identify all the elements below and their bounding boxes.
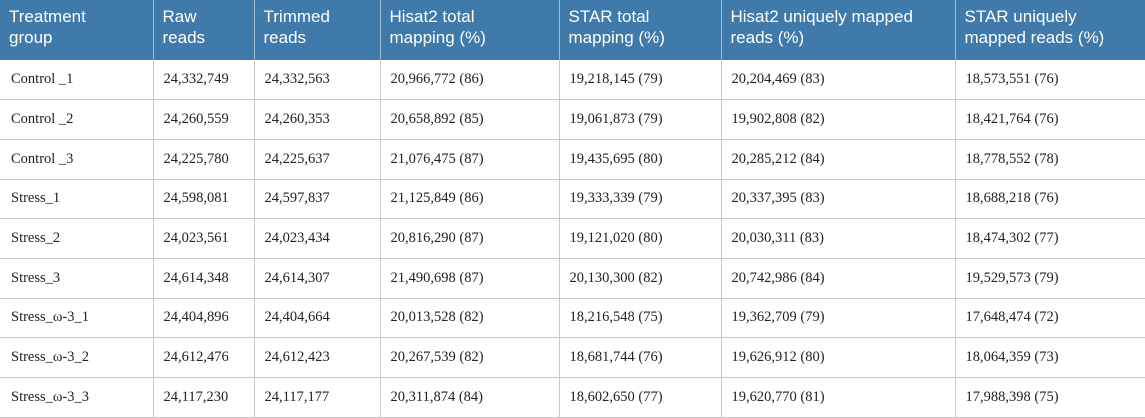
raw-reads-cell: 24,225,780	[153, 139, 255, 180]
table-row: Control _2 24,260,559 24,260,353 20,658,892…	[0, 99, 1145, 140]
hisat2-uniquely-mapped-cell: 19,626,912 (80)	[721, 337, 956, 378]
header-star-uniquely-mapped: STAR uniquely mapped reads (%)	[955, 0, 1145, 60]
star-total-mapping-cell: 18,216,548 (75)	[559, 298, 722, 339]
star-uniquely-mapped-cell: 18,573,551 (76)	[955, 60, 1145, 101]
star-total-mapping-cell: 19,121,020 (80)	[559, 218, 722, 259]
table-row: Control _3 24,225,780 24,225,637 21,076,475…	[0, 139, 1145, 180]
treatment-group-cell: Stress_ω-3_3	[0, 377, 154, 418]
table-row: Stress_3 24,614,348 24,614,307 21,490,698 (…	[0, 258, 1145, 299]
raw-reads-cell: 24,614,348	[153, 258, 255, 299]
hisat2-total-mapping-cell: 20,311,874 (84)	[380, 377, 560, 418]
star-total-mapping-cell: 18,602,650 (77)	[559, 377, 722, 418]
hisat2-uniquely-mapped-cell: 19,362,709 (79)	[721, 298, 956, 339]
table-row: Control _1 24,332,749 24,332,563 20,966,772…	[0, 60, 1145, 101]
star-total-mapping-cell: 20,130,300 (82)	[559, 258, 722, 299]
star-uniquely-mapped-cell: 18,474,302 (77)	[955, 218, 1145, 259]
hisat2-total-mapping-cell: 21,076,475 (87)	[380, 139, 560, 180]
hisat2-total-mapping-cell: 20,816,290 (87)	[380, 218, 560, 259]
star-uniquely-mapped-cell: 18,421,764 (76)	[955, 99, 1145, 140]
header-raw-reads: Raw reads	[153, 0, 255, 60]
table-row: Stress_2 24,023,561 24,023,434 20,816,290 (…	[0, 218, 1145, 259]
table-body: Control _1 24,332,749 24,332,563 20,966,772…	[0, 60, 1145, 418]
treatment-group-cell: Stress_ω-3_2	[0, 337, 154, 378]
raw-reads-cell: 24,598,081	[153, 179, 255, 220]
trimmed-reads-cell: 24,260,353	[254, 99, 381, 140]
hisat2-total-mapping-cell: 20,013,528 (82)	[380, 298, 560, 339]
trimmed-reads-cell: 24,332,563	[254, 60, 381, 101]
raw-reads-cell: 24,404,896	[153, 298, 255, 339]
raw-reads-cell: 24,332,749	[153, 60, 255, 101]
trimmed-reads-cell: 24,404,664	[254, 298, 381, 339]
hisat2-uniquely-mapped-cell: 20,030,311 (83)	[721, 218, 956, 259]
header-hisat2-total-mapping: Hisat2 total mapping (%)	[380, 0, 560, 60]
table-row: Stress_1 24,598,081 24,597,837 21,125,849 (…	[0, 179, 1145, 220]
trimmed-reads-cell: 24,612,423	[254, 337, 381, 378]
table-row: Stress_ω-3_2 24,612,476 24,612,423 20,267,5…	[0, 337, 1145, 378]
star-uniquely-mapped-cell: 18,064,359 (73)	[955, 337, 1145, 378]
hisat2-uniquely-mapped-cell: 19,620,770 (81)	[721, 377, 956, 418]
treatment-group-cell: Stress_3	[0, 258, 154, 299]
header-star-total-mapping: STAR total mapping (%)	[559, 0, 722, 60]
table-row: Stress_ω-3_1 24,404,896 24,404,664 20,013,5…	[0, 298, 1145, 339]
hisat2-uniquely-mapped-cell: 19,902,808 (82)	[721, 99, 956, 140]
hisat2-uniquely-mapped-cell: 20,204,469 (83)	[721, 60, 956, 101]
hisat2-uniquely-mapped-cell: 20,337,395 (83)	[721, 179, 956, 220]
star-total-mapping-cell: 18,681,744 (76)	[559, 337, 722, 378]
trimmed-reads-cell: 24,225,637	[254, 139, 381, 180]
raw-reads-cell: 24,117,230	[153, 377, 255, 418]
treatment-group-cell: Control _1	[0, 60, 154, 101]
star-total-mapping-cell: 19,061,873 (79)	[559, 99, 722, 140]
star-uniquely-mapped-cell: 17,648,474 (72)	[955, 298, 1145, 339]
header-row: Treatment group Raw reads Trimmed reads …	[0, 0, 1145, 60]
hisat2-total-mapping-cell: 20,966,772 (86)	[380, 60, 560, 101]
raw-reads-cell: 24,023,561	[153, 218, 255, 259]
star-uniquely-mapped-cell: 18,778,552 (78)	[955, 139, 1145, 180]
header-treatment-group: Treatment group	[0, 0, 154, 60]
star-total-mapping-cell: 19,333,339 (79)	[559, 179, 722, 220]
header-hisat2-uniquely-mapped: Hisat2 uniquely mapped reads (%)	[721, 0, 956, 60]
star-uniquely-mapped-cell: 19,529,573 (79)	[955, 258, 1145, 299]
raw-reads-cell: 24,260,559	[153, 99, 255, 140]
star-total-mapping-cell: 19,435,695 (80)	[559, 139, 722, 180]
hisat2-total-mapping-cell: 20,658,892 (85)	[380, 99, 560, 140]
hisat2-total-mapping-cell: 21,125,849 (86)	[380, 179, 560, 220]
hisat2-total-mapping-cell: 21,490,698 (87)	[380, 258, 560, 299]
header-trimmed-reads: Trimmed reads	[254, 0, 381, 60]
hisat2-total-mapping-cell: 20,267,539 (82)	[380, 337, 560, 378]
star-total-mapping-cell: 19,218,145 (79)	[559, 60, 722, 101]
table-row: Stress_ω-3_3 24,117,230 24,117,177 20,311,8…	[0, 377, 1145, 418]
treatment-group-cell: Stress_2	[0, 218, 154, 259]
trimmed-reads-cell: 24,117,177	[254, 377, 381, 418]
star-uniquely-mapped-cell: 18,688,218 (76)	[955, 179, 1145, 220]
treatment-group-cell: Stress_ω-3_1	[0, 298, 154, 339]
treatment-group-cell: Control _2	[0, 99, 154, 140]
star-uniquely-mapped-cell: 17,988,398 (75)	[955, 377, 1145, 418]
treatment-group-cell: Control _3	[0, 139, 154, 180]
trimmed-reads-cell: 24,597,837	[254, 179, 381, 220]
hisat2-uniquely-mapped-cell: 20,742,986 (84)	[721, 258, 956, 299]
raw-reads-cell: 24,612,476	[153, 337, 255, 378]
treatment-group-cell: Stress_1	[0, 179, 154, 220]
hisat2-uniquely-mapped-cell: 20,285,212 (84)	[721, 139, 956, 180]
trimmed-reads-cell: 24,023,434	[254, 218, 381, 259]
trimmed-reads-cell: 24,614,307	[254, 258, 381, 299]
